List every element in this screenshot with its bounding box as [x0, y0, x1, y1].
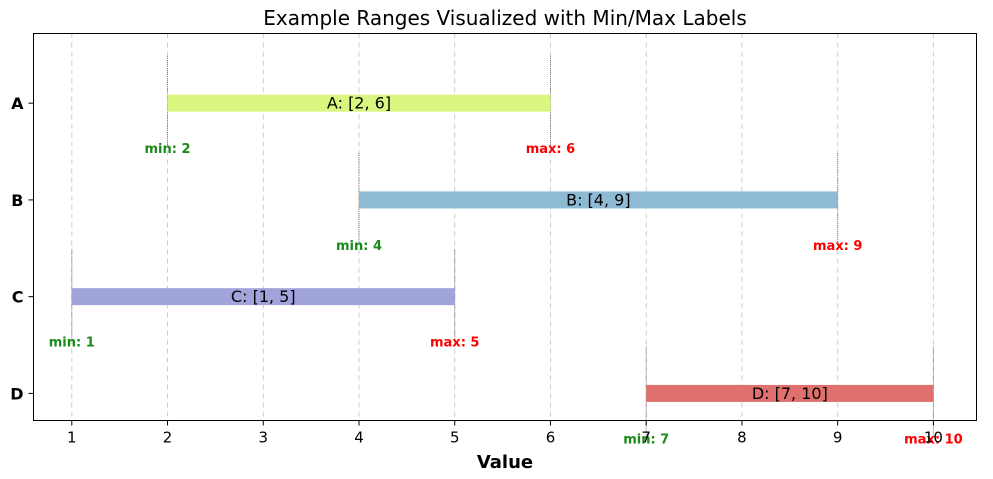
range-bar-label: D: [7, 10] [752, 384, 828, 403]
range-bar-label: C: [1, 5] [231, 287, 296, 306]
x-tick-label: 1 [67, 429, 77, 447]
range-bar [646, 384, 934, 402]
min-value-label: min: 1 [49, 336, 95, 351]
min-value-label: min: 7 [623, 432, 669, 447]
y-tick-label: B [11, 191, 23, 210]
min-value-label: min: 2 [145, 142, 191, 157]
x-tick-label: 4 [354, 429, 364, 447]
y-tick-label: A [11, 94, 24, 113]
max-value-label: max: 5 [430, 336, 479, 351]
range-bar [359, 191, 838, 209]
x-tick-label: 7 [641, 429, 651, 447]
plot-area-frame [33, 33, 977, 421]
x-tick-label: 5 [450, 429, 460, 447]
chart-title: Example Ranges Visualized with Min/Max L… [263, 6, 747, 30]
max-value-label: max: 9 [813, 239, 862, 254]
range-bar-label: B: [4, 9] [566, 190, 630, 209]
min-value-label: min: 4 [336, 239, 382, 254]
max-value-label: max: 10 [904, 432, 963, 447]
x-tick-label: 2 [163, 429, 173, 447]
y-axis: A B C D [10, 94, 34, 403]
x-tick-label: 9 [833, 429, 843, 447]
x-axis-title: Value [477, 452, 533, 473]
max-value-label: max: 6 [526, 142, 575, 157]
range-bars: A: [2, 6] min: 2 max: 6 B: [4, 9] min: 4 max:… [49, 56, 963, 447]
x-tick-label: 3 [258, 429, 268, 447]
x-tick-label: 6 [546, 429, 556, 447]
y-tick-label: C [12, 288, 24, 307]
x-tick-label: 10 [924, 429, 943, 447]
grid-lines [71, 33, 934, 421]
range-bar-label: A: [2, 6] [327, 94, 391, 113]
range-bar [71, 288, 455, 306]
y-tick-label: D [10, 384, 23, 403]
x-tick-label: 8 [737, 429, 747, 447]
range-bar [167, 94, 551, 112]
x-axis: 1 2 3 4 5 6 7 8 9 10 [67, 420, 943, 447]
